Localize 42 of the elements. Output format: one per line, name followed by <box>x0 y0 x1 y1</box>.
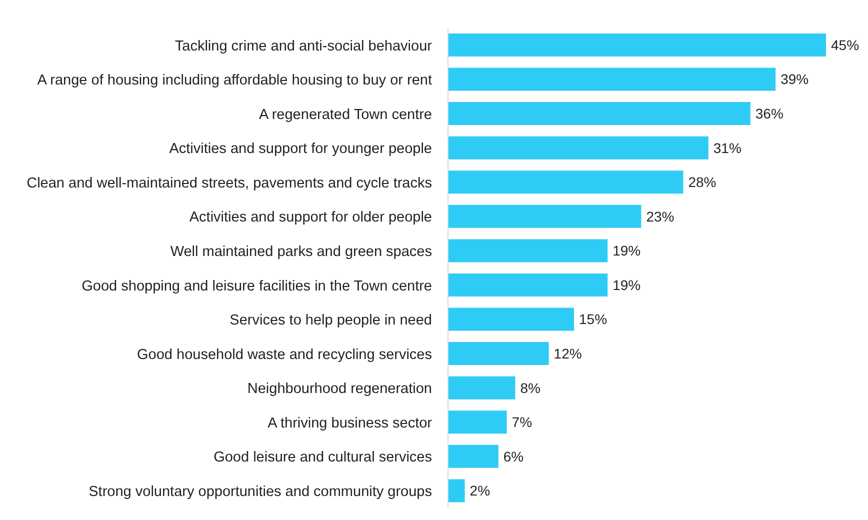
data-label: 2% <box>470 482 490 499</box>
bar <box>448 170 684 194</box>
data-label: 12% <box>554 346 582 362</box>
bar <box>448 342 549 366</box>
data-label: 8% <box>520 380 540 396</box>
y-tick-label: Well maintained parks and green spaces <box>170 244 432 260</box>
data-label: 19% <box>612 276 641 293</box>
bar <box>448 204 642 228</box>
data-label: 31% <box>713 140 742 156</box>
bar <box>448 479 465 502</box>
bar <box>448 68 776 91</box>
y-tick-label: A thriving business sector <box>268 415 432 432</box>
y-tick-label: Neighbourhood regeneration <box>247 381 432 398</box>
bar <box>448 410 507 434</box>
bar <box>448 102 750 126</box>
y-tick-label: Activities and support for older people <box>189 210 432 226</box>
bar <box>448 308 574 331</box>
bar <box>448 136 708 160</box>
y-tick-label: A range of housing including affordable housing to buy or rent <box>37 72 432 89</box>
y-tick-label: Good household waste and recycling services <box>137 346 432 363</box>
bar <box>448 444 498 468</box>
data-label: 39% <box>780 71 809 88</box>
bar <box>448 239 608 262</box>
y-tick-label: Services to help people in need <box>230 312 432 329</box>
y-tick-label: Activities and support for younger people <box>169 141 432 158</box>
data-label: 19% <box>612 242 641 259</box>
y-tick-label: Good leisure and cultural services <box>214 450 432 466</box>
bar <box>448 33 826 56</box>
data-label: 15% <box>579 311 608 328</box>
y-tick-label: Good shopping and leisure facilities in the Town centre <box>82 278 432 294</box>
data-label: 36% <box>755 106 784 122</box>
y-tick-label: Clean and well-maintained streets, pavements and cycle tracks <box>26 175 432 192</box>
y-tick-label: Strong voluntary opportunities and community groups <box>88 484 432 500</box>
data-label: 45% <box>831 36 860 53</box>
data-label: 23% <box>646 208 674 224</box>
bar <box>448 376 516 400</box>
bar <box>448 273 608 296</box>
data-label: 28% <box>688 174 716 190</box>
data-label: 6% <box>503 448 524 464</box>
y-tick-label: A regenerated Town centre <box>258 106 432 123</box>
data-label: 7% <box>512 414 532 430</box>
y-tick-label: Tackling crime and anti-social behaviour <box>174 38 432 54</box>
